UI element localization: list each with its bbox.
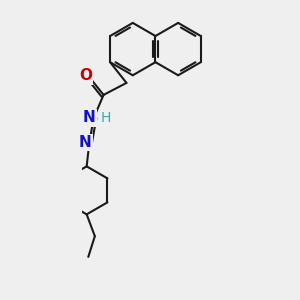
Text: H: H: [100, 111, 111, 125]
Text: O: O: [79, 68, 92, 83]
Text: N: N: [79, 135, 92, 150]
Text: N: N: [83, 110, 96, 125]
